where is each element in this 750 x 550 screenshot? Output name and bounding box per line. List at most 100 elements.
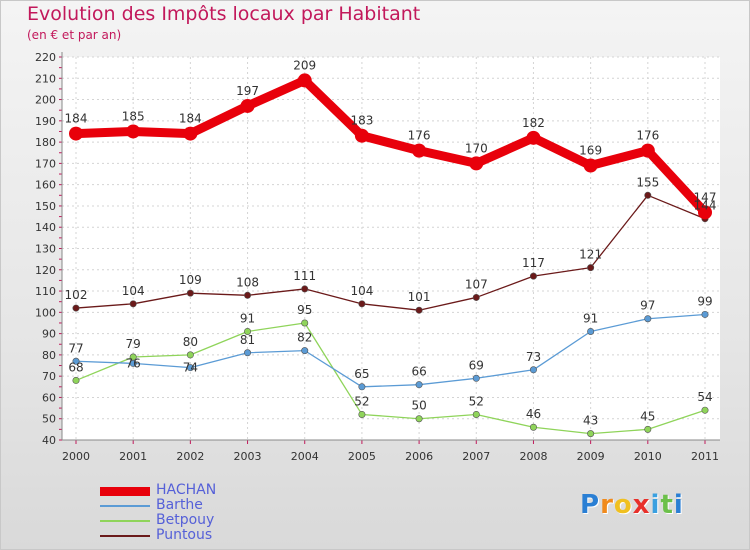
data-label: 52 [354, 394, 369, 408]
y-tick-label: 140 [35, 221, 56, 234]
legend-swatch [100, 535, 150, 537]
data-label: 76 [126, 356, 141, 370]
data-point [415, 415, 423, 423]
y-tick-label: 70 [42, 370, 56, 383]
data-label: 54 [697, 390, 712, 404]
data-label: 69 [469, 358, 484, 372]
data-point [412, 143, 427, 158]
data-point [529, 423, 537, 431]
data-point [472, 293, 480, 301]
data-label: 184 [65, 112, 88, 126]
data-label: 99 [697, 294, 712, 308]
data-label: 170 [465, 141, 488, 155]
data-label: 66 [411, 365, 426, 379]
data-label: 91 [583, 311, 598, 325]
chart-subtitle: (en € et par an) [27, 28, 122, 42]
logo-letter: x [632, 490, 651, 520]
data-point [358, 300, 366, 308]
data-point [583, 158, 598, 173]
data-point [644, 191, 652, 199]
data-point [701, 310, 709, 318]
x-tick-label: 2010 [634, 450, 662, 463]
y-tick-label: 110 [35, 285, 56, 298]
data-point [472, 410, 480, 418]
data-label: 109 [179, 273, 202, 287]
data-label: 184 [179, 112, 202, 126]
series-line-betpouy [75, 322, 706, 435]
data-point [698, 205, 712, 220]
logo-letter: i [673, 490, 684, 520]
data-label: 45 [640, 409, 655, 423]
legend-swatch [100, 520, 150, 522]
data-point [301, 347, 309, 355]
data-point [587, 264, 595, 272]
data-label: 176 [636, 129, 659, 143]
y-tick-label: 90 [42, 328, 56, 341]
x-tick-label: 2001 [119, 450, 147, 463]
y-tick-label: 190 [35, 115, 56, 128]
data-point [244, 327, 252, 335]
data-point [529, 272, 537, 280]
data-label: 77 [68, 341, 83, 355]
legend-swatch [100, 505, 150, 507]
y-tick-label: 220 [35, 51, 56, 64]
data-label: 176 [408, 129, 431, 143]
y-tick-label: 200 [35, 94, 56, 107]
data-label: 52 [469, 394, 484, 408]
data-point [240, 98, 255, 113]
data-point [640, 143, 655, 158]
x-tick-label: 2011 [691, 450, 719, 463]
data-label: 82 [297, 331, 312, 345]
data-point [529, 366, 537, 374]
data-point [301, 319, 309, 327]
proxiti-logo: Proxiti [580, 490, 684, 520]
y-tick-label: 100 [35, 306, 56, 319]
data-label: 121 [579, 248, 602, 262]
data-label: 65 [354, 367, 369, 381]
legend-item-hachan: HACHAN [98, 482, 298, 499]
data-label: 46 [526, 407, 541, 421]
data-point [129, 300, 137, 308]
data-point [526, 130, 541, 145]
x-tick-label: 2005 [348, 450, 376, 463]
data-point [587, 327, 595, 335]
data-point [183, 126, 198, 141]
data-point [587, 430, 595, 438]
series-line-puntous [75, 194, 706, 311]
x-tick-label: 2003 [234, 450, 262, 463]
series-line-hachan [71, 75, 710, 217]
data-label: 74 [183, 361, 198, 375]
data-point [72, 357, 80, 365]
y-tick-label: 120 [35, 264, 56, 277]
data-label: 80 [183, 335, 198, 349]
legend-label: Puntous [156, 527, 213, 543]
data-label: 155 [636, 175, 659, 189]
data-point [358, 383, 366, 391]
logo-letter: r [600, 490, 614, 520]
data-point [415, 381, 423, 389]
logo-letter: P [580, 490, 601, 520]
data-point [186, 289, 194, 297]
data-point [358, 410, 366, 418]
data-point [244, 349, 252, 357]
data-point [69, 126, 83, 141]
data-label: 81 [240, 333, 255, 347]
legend-item-puntous: Puntous [98, 527, 298, 544]
legend-item-betpouy: Betpouy [98, 512, 298, 529]
data-point [701, 406, 709, 414]
data-label: 102 [65, 288, 88, 302]
data-point [297, 73, 312, 88]
data-point [244, 291, 252, 299]
data-label: 104 [122, 284, 145, 298]
data-label: 91 [240, 311, 255, 325]
y-tick-label: 210 [35, 72, 56, 85]
legend-swatch [100, 486, 150, 496]
data-point [126, 124, 141, 139]
data-label: 197 [236, 84, 259, 98]
logo-letter: o [613, 490, 633, 520]
series-line-barthe [75, 313, 706, 388]
data-point [129, 359, 137, 367]
data-label: 101 [408, 290, 431, 304]
data-label: 108 [236, 275, 259, 289]
x-tick-label: 2007 [462, 450, 490, 463]
